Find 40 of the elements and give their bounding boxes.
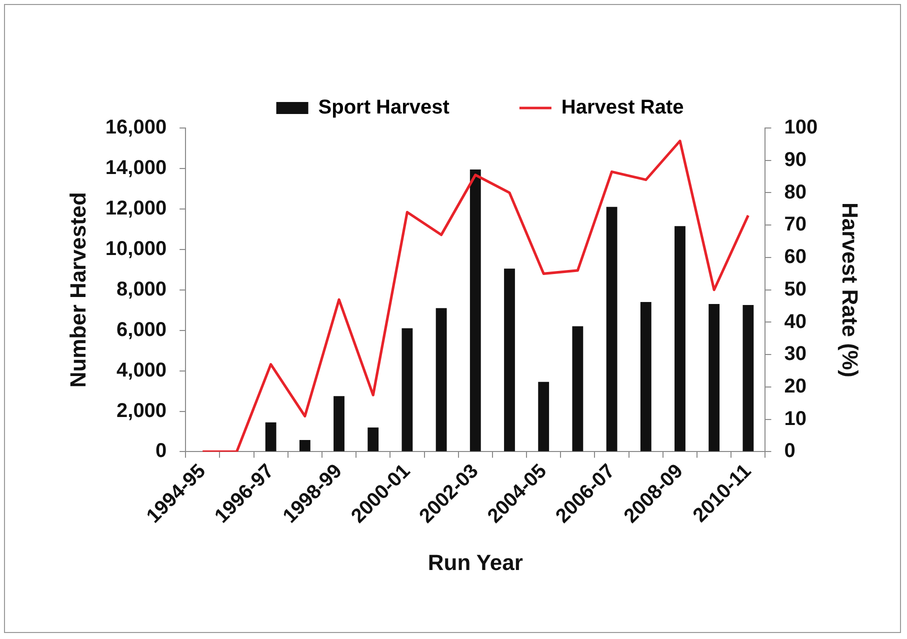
y2-tick-label: 10 [784,408,806,430]
y2-tick-label: 0 [784,440,796,462]
bar [402,328,413,452]
y-tick-label: 0 [155,440,167,462]
bar [299,440,310,452]
bar [368,427,379,452]
y2-tick-label: 40 [784,310,806,333]
bar [538,382,550,452]
y2-tick-label: 50 [784,278,806,300]
legend-label: Sport Harvest [318,96,450,119]
x-axis-title: Run Year [428,550,524,575]
legend-label: Harvest Rate [561,96,684,119]
bar [640,302,652,452]
bar [470,169,481,452]
y-tick-label: 16,000 [105,116,167,139]
y-tick-label: 6,000 [116,318,167,341]
bar [572,326,584,452]
y-axis-title: Number Harvested [65,192,90,388]
y2-tick-label: 60 [784,246,806,268]
y-tick-label: 10,000 [105,238,167,260]
y-tick-label: 2,000 [116,400,167,422]
y2-tick-label: 90 [784,148,806,171]
bar [708,304,720,452]
y2-tick-label: 100 [784,116,818,139]
y2-tick-label: 20 [784,376,806,398]
y2-tick-label: 70 [784,214,806,236]
bar [265,422,276,452]
y2-tick-label: 80 [784,181,806,204]
y-tick-label: 8,000 [116,278,167,300]
bar [674,226,686,452]
bar [436,308,447,452]
y-tick-label: 4,000 [116,359,167,382]
y-tick-label: 14,000 [105,156,167,179]
bar [606,206,618,452]
y2-tick-label: 30 [784,343,806,366]
y2-axis-title: Harvest Rate (%) [838,202,863,378]
bar [742,305,754,452]
bar [334,396,344,452]
bar [504,268,515,452]
y-tick-label: 12,000 [105,197,167,220]
